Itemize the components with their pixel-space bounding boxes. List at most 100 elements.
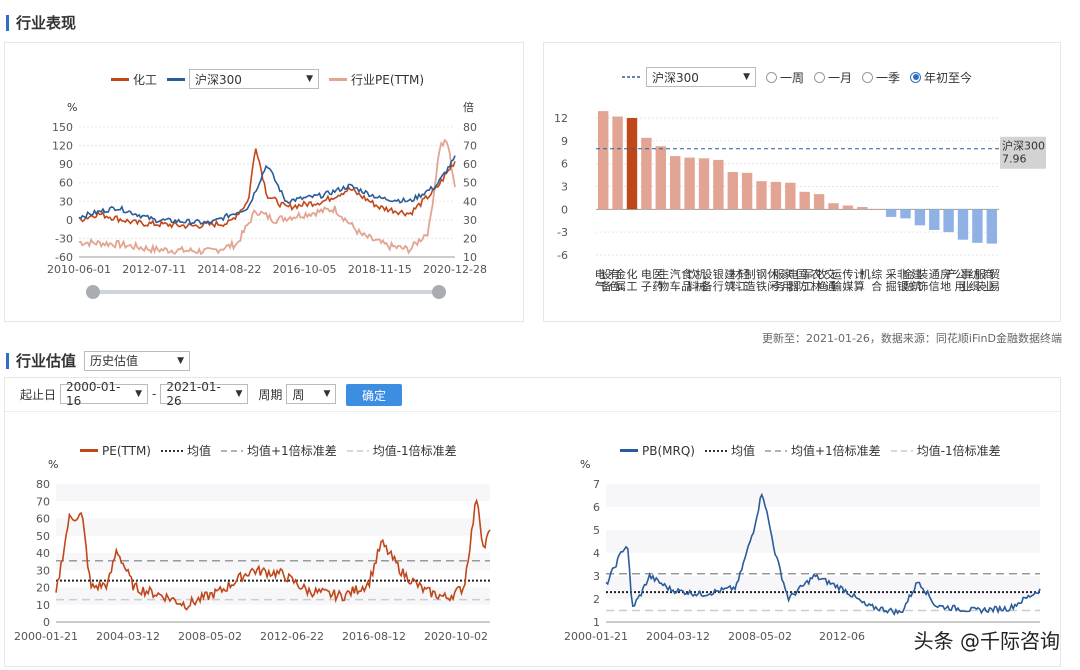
valuation-type-select[interactable]: 历史估值 ▼ [84, 350, 191, 371]
bar [698, 158, 710, 210]
bar [626, 118, 638, 210]
legend-minus-sd[interactable]: 均值-1倍标准差 [890, 442, 1001, 459]
category-label: 交通运输 [825, 267, 842, 293]
performance-panel: 化工 沪深300 ▼ 行业PE(TTM) % 倍 150 120 90 60 30 0 -30 -6… [4, 42, 524, 322]
dashed-line-swatch [764, 449, 787, 452]
bar [972, 209, 983, 243]
category-label: 汽车 [670, 267, 681, 293]
grid-band [56, 518, 490, 536]
category-label: 建筑装饰 [911, 267, 928, 293]
category-label: 国防军工 [796, 268, 813, 293]
left-tick-label: 0 [66, 214, 73, 227]
y-axis-unit: % [48, 458, 58, 471]
x-tick-label: 2000-01-21 [564, 630, 628, 643]
y-tick-label: 50 [36, 530, 50, 543]
bar [770, 181, 782, 210]
radio-quarter[interactable]: 一季 [862, 69, 900, 86]
x-tick-label: 2012-07-11 [122, 263, 186, 276]
range-slider-start-handle[interactable] [86, 285, 100, 299]
legend-label: PE(TTM) [102, 443, 151, 458]
legend-minus-sd[interactable]: 均值-1倍标准差 [346, 442, 457, 459]
radio-week[interactable]: 一周 [766, 69, 804, 86]
date-range-label: 起止日 [20, 387, 57, 402]
y-axis-unit: % [580, 458, 590, 471]
value-series-line [605, 492, 1041, 616]
category-label: 银行 [713, 267, 724, 293]
x-tick-label: 2012-06-22 [260, 630, 324, 643]
legend-label: 均值 [730, 444, 755, 458]
legend-swatch-index [167, 77, 186, 81]
bar [713, 159, 724, 210]
bar [655, 146, 666, 210]
left-tick-label: 30 [59, 195, 73, 208]
y-tick-label: 12 [554, 112, 568, 125]
left-tick-label: -30 [55, 232, 73, 245]
start-date-select[interactable]: 2000-01-16 ▼ [60, 380, 149, 408]
value-series-line [55, 498, 491, 611]
legend-label: 均值+1倍标准差 [790, 444, 881, 458]
ranking-chart: 129630-3-6电气设备有色金属化工电子医药生物汽车食品饮料机械设备银行建筑… [554, 111, 1046, 293]
index-series-line [78, 155, 456, 226]
y-tick-label: 5 [593, 524, 600, 537]
bar [598, 111, 609, 210]
legend-label: 均值-1倍标准差 [916, 444, 1001, 458]
title-accent-bar [6, 14, 9, 31]
category-label: 纺织服装 [969, 267, 986, 293]
bar [641, 137, 652, 210]
select-value: 周 [292, 387, 305, 402]
period-label: 周期 [258, 387, 283, 402]
grid-band [56, 484, 490, 502]
divider [5, 411, 1060, 412]
section-title-text: 行业表现 [16, 14, 77, 32]
x-tick-label: 2016-08-12 [342, 630, 406, 643]
ranking-index-select[interactable]: 沪深300 ▼ [646, 67, 756, 87]
category-label: 农林牧渔 [811, 267, 828, 293]
period-select[interactable]: 周 ▼ [286, 384, 337, 404]
legend-pb-mrq[interactable]: PB(MRQ) [620, 444, 695, 458]
performance-legend: 化工 沪深300 ▼ 行业PE(TTM) [111, 69, 434, 89]
bar [727, 172, 738, 210]
chevron-down-icon: ▼ [306, 74, 314, 84]
y-tick-label: 4 [593, 547, 600, 560]
x-tick-label: 2008-05-02 [728, 630, 792, 643]
y-tick-label: -3 [557, 226, 568, 239]
legend-pe-ttm[interactable]: PE(TTM) [80, 444, 151, 458]
category-label: 机械设备 [695, 267, 712, 293]
left-tick-label: -60 [55, 251, 73, 264]
legend-pe[interactable]: 行业PE(TTM) [329, 71, 424, 88]
range-slider-end-handle[interactable] [432, 285, 446, 299]
radio-label: 一周 [780, 70, 805, 85]
select-value: 历史估值 [90, 354, 139, 368]
index-select[interactable]: 沪深300 ▼ [189, 69, 320, 89]
pe-legend: PE(TTM) 均值 均值+1倍标准差 均值-1倍标准差 [80, 442, 467, 459]
bar [957, 209, 969, 240]
category-label: 房地产 [940, 267, 957, 293]
x-tick-label: 2020-10-02 [424, 630, 488, 643]
legend-plus-sd[interactable]: 均值+1倍标准差 [764, 442, 881, 459]
reference-value: 7.96 [1002, 153, 1027, 166]
bar [799, 191, 810, 210]
right-tick-label: 50 [463, 177, 477, 190]
legend-mean[interactable]: 均值 [160, 442, 211, 459]
bar [684, 157, 695, 210]
radio-selected-icon [910, 71, 922, 83]
radio-ytd[interactable]: 年初至今 [910, 69, 972, 86]
x-tick-label: 2018-11-15 [348, 263, 412, 276]
legend-plus-sd[interactable]: 均值+1倍标准差 [221, 442, 337, 459]
legend-label: PB(MRQ) [642, 443, 695, 458]
bar [741, 172, 753, 210]
category-label: 建筑材料 [724, 267, 741, 293]
x-tick-label: 2004-03-12 [646, 630, 710, 643]
y-tick-label: -6 [557, 249, 568, 262]
y-tick-label: 40 [36, 547, 50, 560]
category-label: 电气设备 [595, 268, 612, 293]
end-date-select[interactable]: 2021-01-26 ▼ [160, 380, 249, 408]
legend-label: 行业PE(TTM) [351, 72, 425, 87]
right-tick-label: 40 [463, 195, 477, 208]
grid-band [606, 576, 1040, 599]
bar [842, 205, 854, 210]
radio-month[interactable]: 一月 [814, 69, 852, 86]
confirm-button[interactable]: 确定 [346, 384, 402, 406]
legend-industry[interactable]: 化工 [111, 71, 157, 88]
legend-mean[interactable]: 均值 [704, 442, 755, 459]
